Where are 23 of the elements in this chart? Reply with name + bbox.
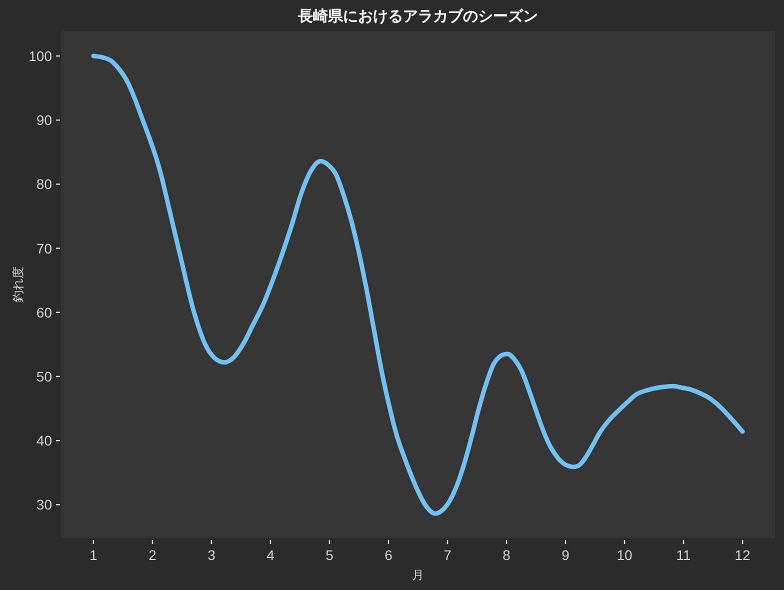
x-tick-label: 9 bbox=[562, 547, 570, 563]
x-axis-title: 月 bbox=[412, 568, 424, 582]
y-axis-title: 釣れ度 bbox=[11, 266, 25, 302]
x-tick-label: 2 bbox=[148, 547, 157, 563]
x-tick-label: 11 bbox=[676, 547, 692, 563]
y-tick-label: 60 bbox=[36, 304, 52, 320]
y-tick-label: 70 bbox=[36, 240, 52, 256]
x-tick-label: 1 bbox=[90, 547, 98, 563]
y-tick-label: 30 bbox=[36, 496, 52, 513]
y-tick-label: 50 bbox=[36, 368, 52, 384]
y-tick-label: 80 bbox=[36, 176, 52, 192]
x-tick-label: 3 bbox=[208, 547, 216, 563]
x-tick-label: 5 bbox=[326, 547, 334, 563]
chart-title: 長崎県におけるアラカブのシーズン bbox=[297, 8, 538, 25]
y-tick-label: 100 bbox=[28, 48, 52, 64]
x-tick-label: 8 bbox=[502, 547, 511, 563]
x-tick-label: 12 bbox=[734, 547, 751, 563]
x-tick-label: 6 bbox=[384, 547, 393, 563]
y-tick-label: 90 bbox=[36, 112, 52, 128]
x-tick-label: 10 bbox=[616, 547, 633, 563]
x-tick-label: 7 bbox=[444, 547, 452, 563]
x-tick-label: 4 bbox=[266, 547, 275, 563]
y-tick-label: 40 bbox=[36, 432, 52, 449]
